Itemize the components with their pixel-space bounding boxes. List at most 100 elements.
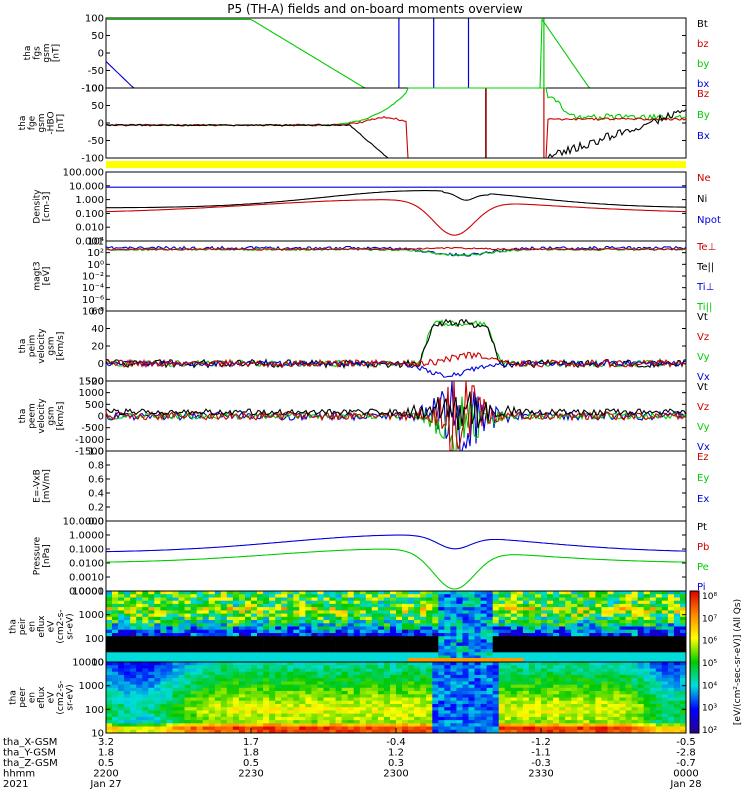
heatmap-cell xyxy=(613,597,620,602)
heatmap-cell xyxy=(619,716,626,721)
heatmap-cell xyxy=(553,655,560,660)
heatmap-cell xyxy=(148,642,155,647)
heatmap-cell xyxy=(619,707,626,711)
heatmap-cell xyxy=(637,626,645,631)
heatmap-cell xyxy=(371,671,379,676)
heatmap-cell xyxy=(613,720,620,724)
heatmap-cell xyxy=(251,687,258,692)
heatmap-cell xyxy=(220,700,228,705)
heatmap-cell xyxy=(353,623,361,627)
heatmap-cell xyxy=(383,729,391,733)
heatmap-cell xyxy=(553,687,560,692)
heatmap-cell xyxy=(492,633,500,637)
heatmap-cell xyxy=(450,633,457,637)
heatmap-cell xyxy=(680,710,686,714)
heatmap-cell xyxy=(535,636,542,640)
heatmap-cell xyxy=(142,623,149,627)
heatmap-cell xyxy=(528,681,536,685)
legend-entry: Vy xyxy=(697,422,710,433)
heatmap-cell xyxy=(643,704,651,708)
heatmap-cell xyxy=(293,607,300,611)
heatmap-cell xyxy=(414,633,421,637)
heatmap-cell xyxy=(281,729,288,733)
heatmap-cell xyxy=(305,723,312,727)
heatmap-cell xyxy=(559,642,566,647)
heatmap-cell xyxy=(510,704,518,708)
heatmap-cell xyxy=(196,684,203,689)
heatmap-cell xyxy=(269,704,276,708)
heatmap-cell xyxy=(287,681,294,685)
heatmap-cell xyxy=(160,710,167,714)
heatmap-cell xyxy=(365,613,373,618)
heatmap-cell xyxy=(112,603,119,608)
heatmap-cell xyxy=(293,623,300,627)
heatmap-cell xyxy=(498,713,506,718)
heatmap-cell xyxy=(281,649,288,653)
heatmap-cell xyxy=(178,645,185,650)
heatmap-cell xyxy=(619,687,626,692)
heatmap-cell xyxy=(492,636,500,640)
heatmap-cell xyxy=(371,603,379,608)
heatmap-cell xyxy=(130,600,137,605)
heatmap-cell xyxy=(613,607,620,611)
heatmap-cell xyxy=(335,713,342,718)
heatmap-cell xyxy=(269,642,276,647)
heatmap-cell xyxy=(226,607,234,611)
heatmap-cell xyxy=(281,713,288,718)
heatmap-cell xyxy=(432,713,439,718)
panel-9-plot-area xyxy=(106,591,686,662)
x-row-label: tha_Z-GSM xyxy=(3,758,58,769)
heatmap-cell xyxy=(257,645,264,650)
legend-entry: Bz xyxy=(697,89,709,100)
heatmap-cell xyxy=(516,713,524,718)
heatmap-cell xyxy=(118,591,125,595)
heatmap-cell xyxy=(281,636,288,640)
heatmap-cell xyxy=(178,639,185,643)
heatmap-cell xyxy=(329,655,336,660)
heatmap-cell xyxy=(456,710,463,714)
heatmap-cell xyxy=(680,665,686,669)
heatmap-cell xyxy=(353,700,361,705)
heatmap-cell xyxy=(649,729,657,733)
heatmap-cell xyxy=(420,636,427,640)
heatmap-cell xyxy=(408,700,415,705)
heatmap-cell xyxy=(504,613,512,618)
heatmap-cell xyxy=(432,720,439,724)
heatmap-cell xyxy=(589,720,596,724)
heatmap-cell xyxy=(106,704,113,708)
heatmap-cell xyxy=(559,678,566,682)
heatmap-cell xyxy=(673,594,681,598)
heatmap-cell xyxy=(547,671,554,676)
heatmap-cell xyxy=(456,597,463,602)
heatmap-cell xyxy=(305,700,312,705)
heatmap-cell xyxy=(190,616,197,621)
heatmap-cell xyxy=(232,594,240,598)
heatmap-cell xyxy=(468,713,475,718)
heatmap-cell xyxy=(462,610,469,614)
heatmap-cell xyxy=(148,694,155,698)
y-tick-label: 100 xyxy=(85,14,104,25)
heatmap-cell xyxy=(293,591,300,595)
heatmap-cell xyxy=(673,671,681,676)
heatmap-cell xyxy=(323,671,330,676)
heatmap-cell xyxy=(414,616,421,621)
heatmap-cell xyxy=(486,694,493,698)
heatmap-cell xyxy=(480,610,487,614)
heatmap-cell xyxy=(414,720,421,724)
heatmap-cell xyxy=(631,684,638,689)
heatmap-cell xyxy=(269,655,276,660)
heatmap-cell xyxy=(655,645,663,650)
heatmap-cell xyxy=(347,674,355,679)
heatmap-cell xyxy=(589,594,596,598)
heatmap-cell xyxy=(426,710,433,714)
heatmap-cell xyxy=(631,674,638,679)
heatmap-cell xyxy=(516,645,524,650)
heatmap-cell xyxy=(383,652,391,656)
heatmap-cell xyxy=(444,691,451,695)
heatmap-cell xyxy=(583,629,590,634)
heatmap-cell xyxy=(281,639,288,643)
heatmap-cell xyxy=(208,720,216,724)
heatmap-cell xyxy=(474,626,481,631)
heatmap-cell xyxy=(607,620,614,624)
heatmap-cell xyxy=(571,603,578,608)
